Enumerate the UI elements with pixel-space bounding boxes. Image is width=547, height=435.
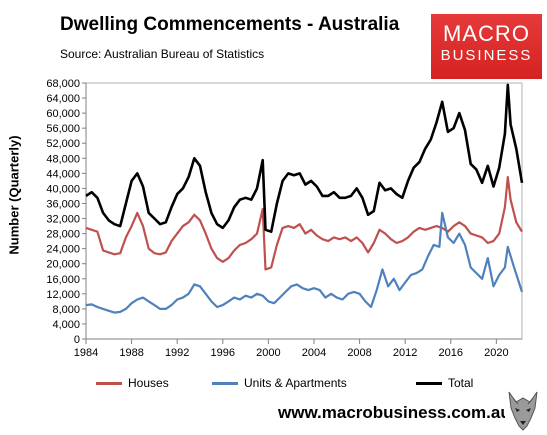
x-tick-label: 2012 bbox=[393, 347, 417, 359]
legend-swatch-houses bbox=[96, 381, 122, 385]
series-line-houses bbox=[85, 176, 523, 271]
y-tick-label: 32,000 bbox=[46, 214, 80, 226]
macrobusiness-logo: MACRO BUSINESS bbox=[431, 14, 542, 79]
y-tick-label: 16,000 bbox=[46, 274, 80, 286]
legend-label-total: Total bbox=[448, 376, 474, 390]
y-tick-label: 52,000 bbox=[46, 138, 80, 150]
x-tick-label: 2004 bbox=[302, 347, 326, 359]
legend-label-units: Units & Apartments bbox=[244, 376, 347, 390]
legend-item-houses: Houses bbox=[96, 376, 169, 390]
x-tick-label: 2008 bbox=[347, 347, 371, 359]
y-tick-label: 40,000 bbox=[46, 183, 80, 195]
series-line-units-apartments bbox=[85, 211, 524, 314]
y-tick-label: 36,000 bbox=[46, 198, 80, 210]
x-tick-label: 1984 bbox=[74, 347, 98, 359]
y-tick-label: 60,000 bbox=[46, 108, 80, 120]
website-url: www.macrobusiness.com.au bbox=[278, 403, 511, 422]
y-tick-label: 28,000 bbox=[46, 229, 80, 241]
logo-line-2: BUSINESS bbox=[440, 47, 533, 64]
series-layer bbox=[85, 83, 524, 314]
series-line-total bbox=[85, 83, 524, 233]
y-tick-label: 8,000 bbox=[52, 304, 80, 316]
legend-swatch-units bbox=[212, 381, 238, 385]
y-tick-label: 64,000 bbox=[46, 93, 80, 105]
x-tick-label: 1988 bbox=[119, 347, 143, 359]
chart-source: Source: Australian Bureau of Statistics bbox=[60, 47, 265, 61]
y-axis: 0 4,000 8,000 12,000 16,000 20,000 24,000 28,00… bbox=[46, 78, 87, 346]
y-tick-label: 4,000 bbox=[52, 319, 80, 331]
y-tick-label: 24,000 bbox=[46, 244, 80, 256]
y-tick-label: 48,000 bbox=[46, 153, 80, 165]
y-tick-label: 44,000 bbox=[46, 168, 80, 180]
wolf-icon bbox=[505, 388, 541, 432]
y-tick-label: 56,000 bbox=[46, 123, 80, 135]
x-tick-label: 2020 bbox=[484, 347, 508, 359]
legend-label-houses: Houses bbox=[128, 376, 169, 390]
x-tick-label: 1992 bbox=[165, 347, 189, 359]
legend-item-total: Total bbox=[416, 376, 473, 390]
logo-line-1: MACRO bbox=[443, 21, 530, 46]
x-tick-label: 2000 bbox=[256, 347, 280, 359]
x-tick-label: 1996 bbox=[211, 347, 235, 359]
legend-swatch-total bbox=[416, 381, 442, 385]
y-tick-label: 0 bbox=[74, 334, 80, 346]
legend-item-units: Units & Apartments bbox=[212, 376, 347, 390]
y-tick-label: 68,000 bbox=[46, 78, 80, 90]
x-tick-label: 2016 bbox=[439, 347, 463, 359]
y-tick-label: 20,000 bbox=[46, 259, 80, 271]
chart-title: Dwelling Commencements - Australia bbox=[60, 14, 400, 35]
x-axis: 1984 1988 1992 1996 2000 2004 2008 2012 2016 2020 bbox=[74, 338, 522, 359]
y-tick-label: 12,000 bbox=[46, 289, 80, 301]
